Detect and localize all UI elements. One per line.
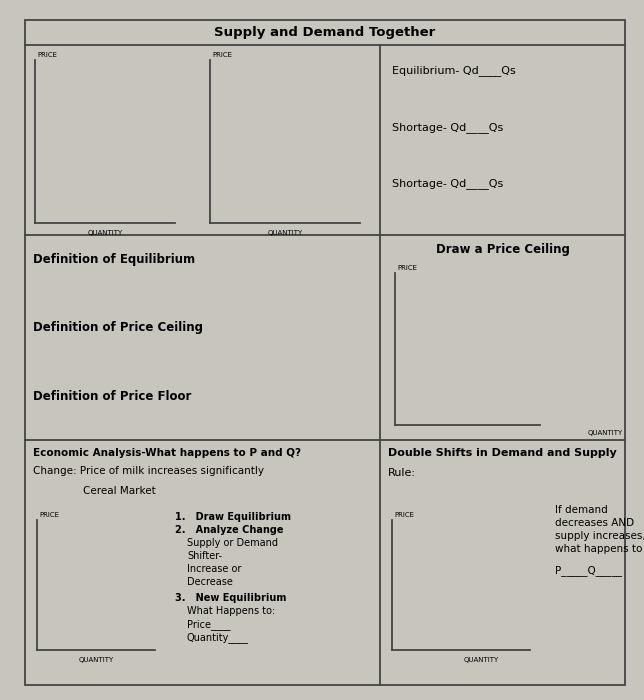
Text: Definition of Equilibrium: Definition of Equilibrium	[33, 253, 195, 266]
Text: Definition of Price Ceiling: Definition of Price Ceiling	[33, 321, 203, 335]
Text: What Happens to:: What Happens to:	[187, 606, 275, 615]
Text: Rule:: Rule:	[388, 468, 416, 478]
Text: PRICE: PRICE	[37, 52, 57, 58]
Text: Draw a Price Ceiling: Draw a Price Ceiling	[435, 243, 569, 256]
Text: QUANTITY: QUANTITY	[587, 430, 623, 436]
Text: Shifter-: Shifter-	[187, 551, 222, 561]
Text: PRICE: PRICE	[39, 512, 59, 518]
Text: PRICE: PRICE	[212, 52, 232, 58]
Text: Decrease: Decrease	[187, 577, 233, 587]
Text: If demand: If demand	[555, 505, 608, 515]
Text: supply increases,: supply increases,	[555, 531, 644, 541]
Text: 2.   Analyze Change: 2. Analyze Change	[175, 525, 283, 535]
Text: QUANTITY: QUANTITY	[79, 657, 113, 663]
Text: Supply and Demand Together: Supply and Demand Together	[214, 26, 435, 39]
Text: QUANTITY: QUANTITY	[464, 657, 498, 663]
Text: 1.   Draw Equilibrium: 1. Draw Equilibrium	[175, 512, 291, 522]
Text: what happens to: what happens to	[555, 544, 642, 554]
Text: Shortage- Qd____Qs: Shortage- Qd____Qs	[392, 122, 503, 132]
Text: P_____Q_____: P_____Q_____	[555, 565, 622, 576]
Text: QUANTITY: QUANTITY	[88, 230, 122, 236]
Text: Increase or: Increase or	[187, 564, 242, 574]
Text: decreases AND: decreases AND	[555, 518, 634, 528]
Text: PRICE: PRICE	[397, 265, 417, 271]
Text: Cereal Market: Cereal Market	[83, 486, 156, 496]
Text: Definition of Price Floor: Definition of Price Floor	[33, 390, 191, 402]
Text: Quantity____: Quantity____	[187, 631, 249, 643]
Text: Price____: Price____	[187, 619, 231, 629]
Text: QUANTITY: QUANTITY	[267, 230, 303, 236]
Text: Double Shifts in Demand and Supply: Double Shifts in Demand and Supply	[388, 448, 617, 458]
Text: PRICE: PRICE	[394, 512, 414, 518]
Text: Economic Analysis-What happens to P and Q?: Economic Analysis-What happens to P and …	[33, 448, 301, 458]
Text: Shortage- Qd____Qs: Shortage- Qd____Qs	[392, 178, 503, 189]
Text: Equilibrium- Qd____Qs: Equilibrium- Qd____Qs	[392, 65, 516, 76]
Text: Supply or Demand: Supply or Demand	[187, 538, 278, 548]
Text: Change: Price of milk increases significantly: Change: Price of milk increases signific…	[33, 466, 264, 476]
Text: 3.   New Equilibrium: 3. New Equilibrium	[175, 593, 287, 603]
